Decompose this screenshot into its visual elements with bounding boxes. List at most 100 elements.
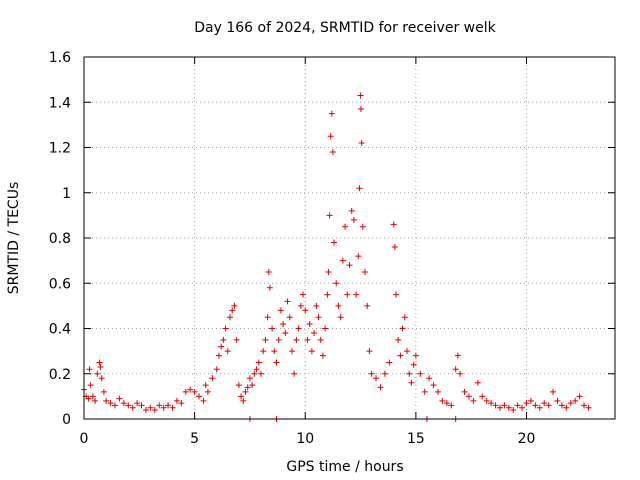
data-point [306, 320, 313, 327]
data-point [262, 336, 269, 343]
data-point [523, 400, 530, 407]
data-point [271, 348, 278, 355]
data-point [339, 257, 346, 264]
data-point [94, 370, 101, 377]
data-point [501, 402, 508, 409]
data-point [97, 363, 104, 370]
data-point [333, 280, 340, 287]
data-point [412, 352, 419, 359]
data-point [116, 395, 123, 402]
data-point [111, 402, 118, 409]
data-point [103, 397, 110, 404]
data-point [86, 366, 93, 373]
data-point [397, 352, 404, 359]
data-point [443, 400, 450, 407]
data-point [567, 400, 574, 407]
data-point [417, 370, 424, 377]
data-point [390, 221, 397, 228]
plot-frame [83, 56, 616, 420]
data-point [191, 388, 198, 395]
x-tick-label: 5 [190, 431, 199, 447]
data-point [315, 314, 322, 321]
data-point [258, 370, 264, 377]
x-tick-label: 10 [296, 431, 314, 447]
data-point [572, 397, 579, 404]
data-point [348, 207, 355, 214]
data-point [249, 382, 256, 389]
data-point [329, 149, 336, 156]
data-point [129, 404, 136, 411]
data-point [527, 397, 534, 404]
data-point [406, 370, 413, 377]
data-point [286, 314, 293, 321]
data-point [452, 366, 459, 373]
data-point [358, 139, 365, 146]
data-point [392, 291, 399, 298]
data-point [357, 92, 364, 99]
data-point [532, 402, 539, 409]
data-point [364, 302, 371, 309]
data-point [353, 291, 360, 298]
data-point [269, 325, 276, 332]
data-point [355, 253, 362, 260]
data-point [545, 402, 552, 409]
data-point [358, 106, 365, 113]
data-point [147, 404, 154, 411]
data-point [302, 307, 309, 314]
data-point [138, 402, 145, 409]
y-tick-label: 0.6 [49, 276, 71, 292]
data-point [401, 314, 408, 321]
data-point [325, 268, 332, 275]
data-point [326, 212, 333, 219]
data-point [576, 393, 583, 400]
y-axis-label: SRMTID / TECUs [6, 182, 22, 295]
data-point [100, 388, 107, 395]
data-point [359, 223, 366, 230]
data-point [322, 325, 329, 332]
data-points [81, 92, 592, 422]
data-point [550, 388, 557, 395]
data-point [178, 400, 185, 407]
data-point [346, 262, 353, 269]
data-point [439, 397, 446, 404]
data-point [488, 400, 495, 407]
data-point [386, 359, 393, 366]
data-point [89, 393, 96, 400]
data-point [335, 302, 342, 309]
data-point [368, 370, 375, 377]
data-point [327, 133, 334, 140]
data-point [366, 348, 373, 355]
axis-ticks: 0 0.2 0.4 0.6 0.8 1 1.2 1.4 1.6 0 5 10 15 20 [49, 50, 615, 447]
data-point [300, 291, 307, 298]
data-point [410, 361, 417, 368]
data-point [229, 307, 236, 314]
data-point [295, 325, 302, 332]
data-point [313, 302, 320, 309]
data-point [324, 291, 331, 298]
data-point [196, 393, 203, 400]
data-point [202, 382, 209, 389]
data-point [107, 400, 114, 407]
data-point [558, 402, 565, 409]
data-point [585, 404, 592, 411]
data-point [356, 185, 363, 192]
data-point [169, 404, 176, 411]
y-tick-label: 0.4 [49, 322, 71, 338]
data-point [238, 393, 245, 400]
data-point [288, 348, 295, 355]
data-point [282, 330, 289, 337]
data-point [457, 370, 464, 377]
data-point [391, 244, 398, 251]
data-point [273, 359, 280, 366]
data-point [235, 382, 242, 389]
data-point [204, 388, 211, 395]
data-point [277, 307, 284, 314]
data-point [96, 359, 103, 366]
y-tick-label: 1.6 [49, 50, 71, 66]
data-point [151, 406, 158, 413]
data-point [377, 384, 384, 391]
data-point [213, 366, 220, 373]
data-point [92, 397, 99, 404]
data-point [311, 330, 318, 337]
